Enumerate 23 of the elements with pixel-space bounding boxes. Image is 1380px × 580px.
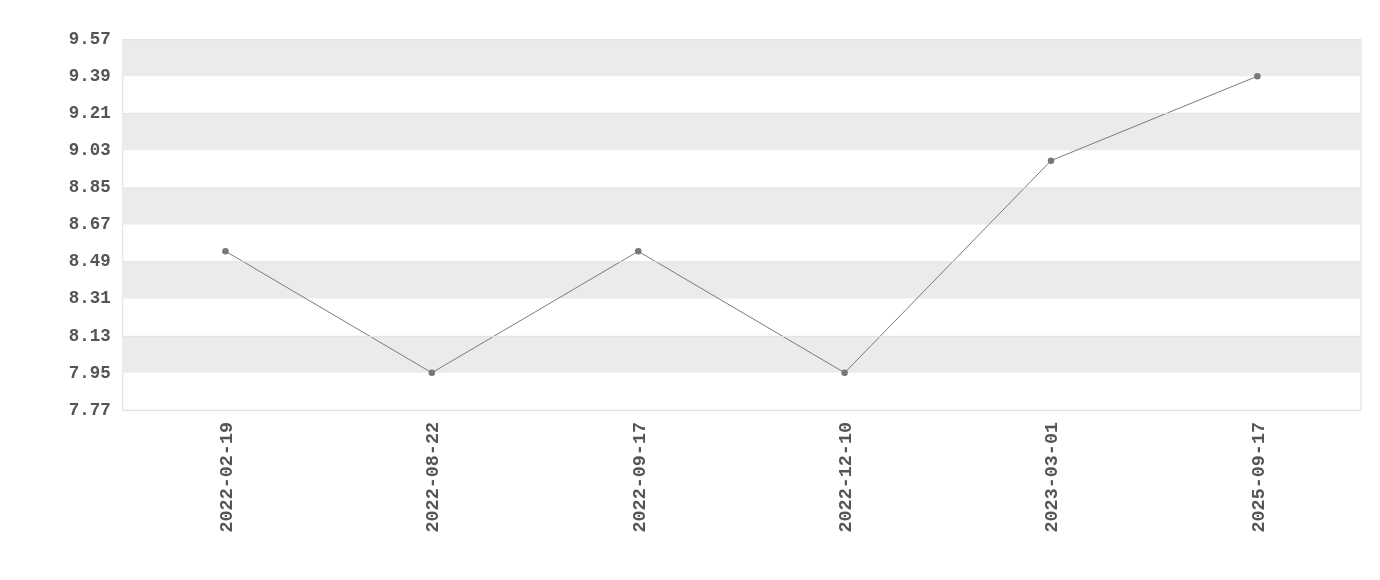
x-tick-label: 2022-12-10 (835, 421, 857, 533)
x-tick-label: 2025-09-17 (1248, 421, 1270, 533)
x-tick-label: 2023-03-01 (1042, 421, 1064, 533)
y-tick-label: 9.39 (68, 66, 111, 87)
x-tick-label: 2022-08-22 (423, 421, 445, 533)
y-tick-label: 9.57 (68, 28, 111, 49)
y-tick-label: 7.95 (68, 362, 111, 383)
point (841, 369, 848, 377)
x-tick-label: 2022-09-17 (629, 421, 651, 533)
y-tick-label: 8.13 (68, 325, 111, 346)
y-tick-label: 8.31 (68, 288, 111, 309)
point (634, 248, 642, 255)
point (1047, 157, 1055, 164)
y-tick-label: 9.21 (68, 103, 111, 124)
y-tick-label: 9.03 (68, 140, 111, 161)
y-tick-label: 8.85 (68, 177, 111, 198)
point (428, 369, 436, 377)
y-tick-label: 7.77 (68, 399, 111, 420)
point (1254, 72, 1261, 80)
y-tick-label: 8.49 (68, 251, 111, 272)
y-tick-label: 8.67 (68, 214, 111, 235)
point (222, 248, 229, 255)
x-tick-label: 2022-02-19 (216, 421, 238, 533)
